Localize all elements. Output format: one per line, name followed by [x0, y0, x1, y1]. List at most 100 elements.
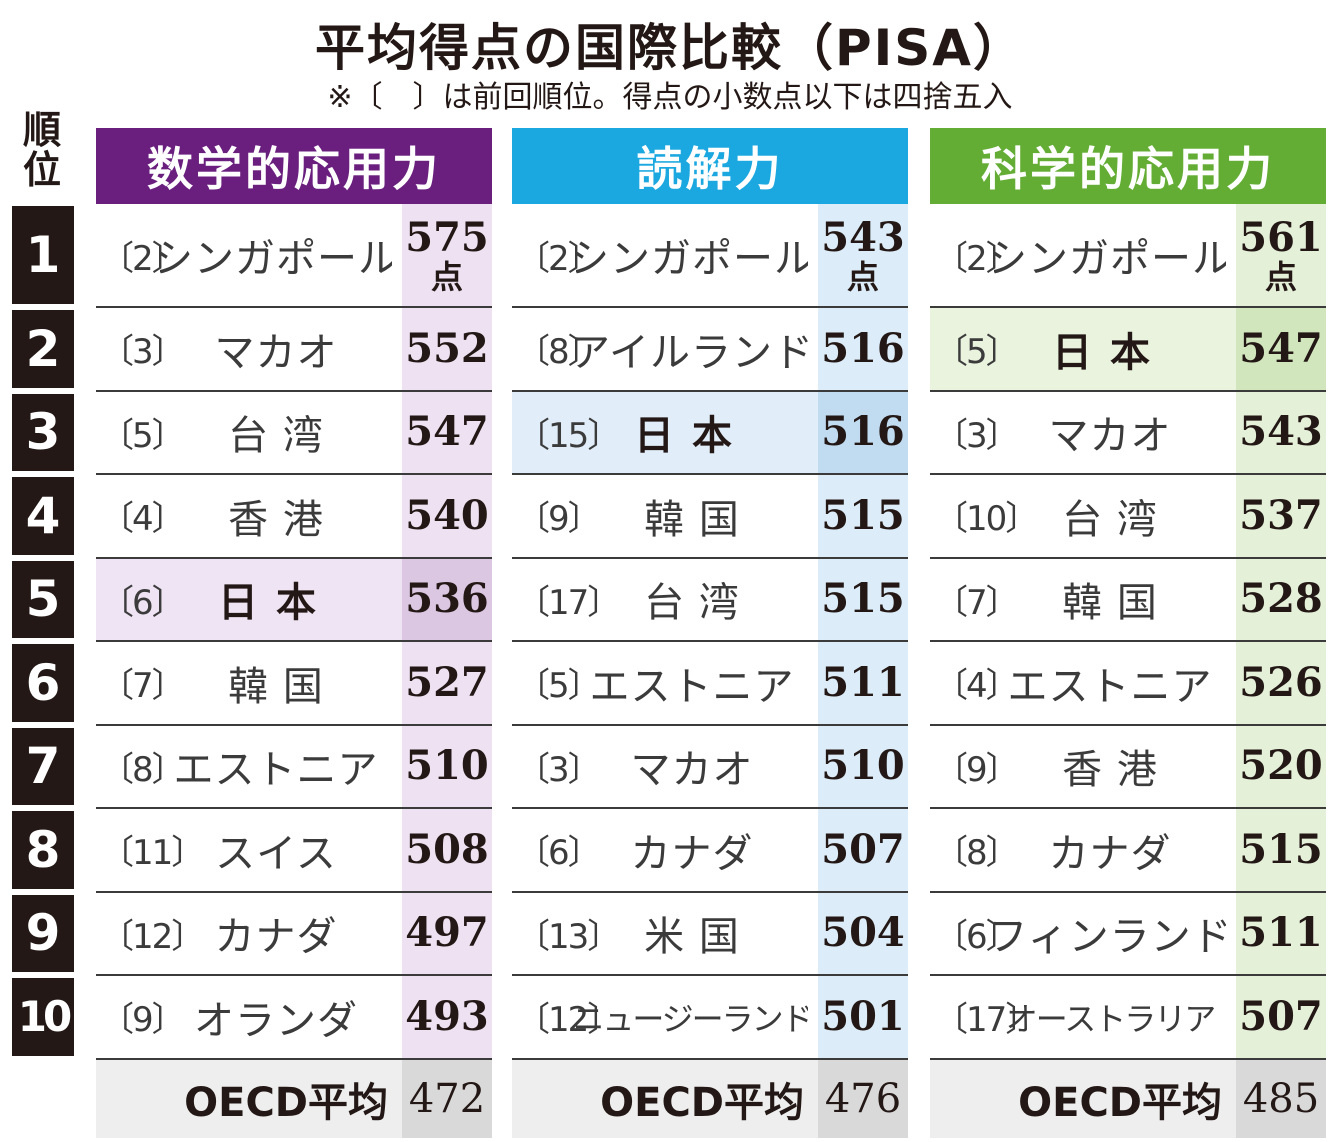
table-row: 〔8〕 カナダ 515	[930, 809, 1326, 893]
country-name: 台 湾	[1062, 496, 1158, 543]
country-name: 韓 国	[644, 496, 740, 543]
rank-number: 2	[12, 310, 74, 388]
table-row: 〔15〕 日本 516	[512, 391, 908, 475]
column-header: 科学的応用力	[930, 128, 1326, 204]
country-name: シンガポール	[994, 236, 1226, 282]
previous-rank: 〔12〕	[100, 916, 205, 957]
country-name: アイルランド	[576, 329, 808, 376]
score-cell: 508	[402, 809, 492, 891]
score-cell: 543	[1236, 391, 1326, 473]
table-row: 〔17〕 オーストラリア 507	[930, 976, 1326, 1060]
column-math: 数学的応用力 〔2〕 シンガポール 575 点〔3〕 マカオ 552 〔5〕台 湾 547 〔4…	[96, 128, 492, 1138]
score-cell: 476	[818, 1059, 908, 1138]
previous-rank: 〔3〕	[100, 332, 186, 373]
table-row: 〔3〕 マカオ 552	[96, 308, 492, 392]
score-cell: 527	[402, 642, 492, 724]
score-value: 516	[821, 408, 905, 456]
country-name: スイス	[215, 830, 337, 877]
previous-rank: 〔17〕	[516, 582, 621, 623]
country-name: 台 湾	[644, 580, 740, 627]
score-value: 515	[821, 575, 905, 623]
score-cell: 507	[1236, 976, 1326, 1058]
table-row: 〔6〕 フィンランド 511	[930, 892, 1326, 976]
score-cell: 511	[1236, 892, 1326, 974]
column-science: 科学的応用力 〔2〕 シンガポール 561 点〔5〕 日本 547 〔3〕 マカオ 543 〔10…	[930, 128, 1326, 1138]
rank-number: 5	[12, 560, 74, 638]
previous-rank: 〔10〕	[934, 499, 1039, 540]
table-row: 〔2〕 シンガポール 561 点	[930, 204, 1326, 308]
country-name: マカオ	[630, 747, 754, 794]
score-value: 547	[1239, 324, 1323, 372]
score-value: 511	[821, 658, 905, 706]
score-value: 526	[1239, 658, 1323, 706]
country-name: マカオ	[214, 329, 338, 376]
score-cell: 511	[818, 642, 908, 724]
table-row: 〔5〕 日本 547	[930, 308, 1326, 392]
score-cell: 552	[402, 308, 492, 390]
score-cell: 528	[1236, 558, 1326, 640]
table-row: 〔6〕 カナダ 507	[512, 809, 908, 893]
previous-rank: 〔3〕	[934, 415, 1020, 456]
score-value: 501	[821, 992, 905, 1040]
table-row: 〔4〕 香 港 540	[96, 475, 492, 559]
table-row: 〔9〕 オランダ 493	[96, 976, 492, 1060]
table-row: 〔17〕台 湾 515	[512, 558, 908, 642]
rank-header-char: 順	[22, 108, 61, 152]
score-cell: 547	[1236, 308, 1326, 390]
score-cell: 536	[402, 558, 492, 640]
oecd-average-value: 472	[408, 1075, 486, 1122]
table-row: 〔9〕 香 港 520	[930, 725, 1326, 809]
rank-number: 10	[12, 978, 74, 1056]
country-name: 韓 国	[228, 663, 324, 710]
score-unit: 点	[846, 258, 879, 296]
score-cell: 543 点	[818, 204, 908, 306]
table-row: 〔9〕 韓 国 515	[512, 475, 908, 559]
previous-rank: 〔6〕	[516, 833, 602, 874]
previous-rank: 〔3〕	[516, 749, 602, 790]
table-row: 〔5〕 エストニア 511	[512, 642, 908, 726]
score-value: 537	[1239, 491, 1323, 539]
rank-number: 1	[12, 206, 74, 304]
rank-number: 8	[12, 811, 74, 889]
table-row: 〔7〕 韓 国 528	[930, 558, 1326, 642]
country-name: 米 国	[644, 914, 740, 961]
table-row: 〔12〕 カナダ 497	[96, 892, 492, 976]
score-value: 540	[405, 491, 489, 539]
previous-rank: 〔2〕	[934, 238, 1020, 279]
previous-rank: 〔6〕	[934, 916, 1020, 957]
table-row: 〔2〕 シンガポール 543 点	[512, 204, 908, 308]
score-value: 543	[821, 214, 905, 261]
country-name: シンガポール	[160, 236, 392, 282]
table-row: 〔3〕 マカオ 543	[930, 391, 1326, 475]
previous-rank: 〔7〕	[934, 582, 1020, 623]
rank-number: 6	[12, 644, 74, 722]
table-row: 〔3〕 マカオ 510	[512, 725, 908, 809]
country-name: シンガポール	[576, 236, 808, 282]
score-cell: 501	[818, 976, 908, 1058]
previous-rank: 〔5〕	[516, 666, 602, 707]
oecd-average-label: OECD平均	[600, 1079, 804, 1126]
score-cell: 516	[818, 391, 908, 473]
previous-rank: 〔11〕	[100, 833, 205, 874]
score-value: 516	[821, 324, 905, 372]
previous-rank: 〔2〕	[100, 238, 186, 279]
country-name: 日本	[634, 413, 750, 460]
table-row: 〔13〕米 国 504	[512, 892, 908, 976]
score-value: 528	[1239, 575, 1323, 623]
score-value: 510	[405, 742, 489, 790]
country-name: エストニア	[589, 663, 795, 710]
oecd-average-value: 485	[1242, 1075, 1320, 1122]
score-value: 552	[405, 324, 489, 372]
score-cell: 507	[818, 809, 908, 891]
page-title: 平均得点の国際比較（PISA）	[315, 19, 1025, 77]
score-cell: 575 点	[402, 204, 492, 306]
table-row: 〔2〕 シンガポール 575 点	[96, 204, 492, 308]
country-name: ニュージーランド	[576, 999, 808, 1038]
country-name: 台 湾	[228, 413, 324, 460]
score-cell: 515	[818, 558, 908, 640]
score-value: 504	[821, 909, 905, 957]
rank-header-char: 位	[22, 148, 61, 192]
score-value: 507	[1239, 992, 1323, 1040]
score-cell: 504	[818, 892, 908, 974]
score-cell: 537	[1236, 475, 1326, 557]
